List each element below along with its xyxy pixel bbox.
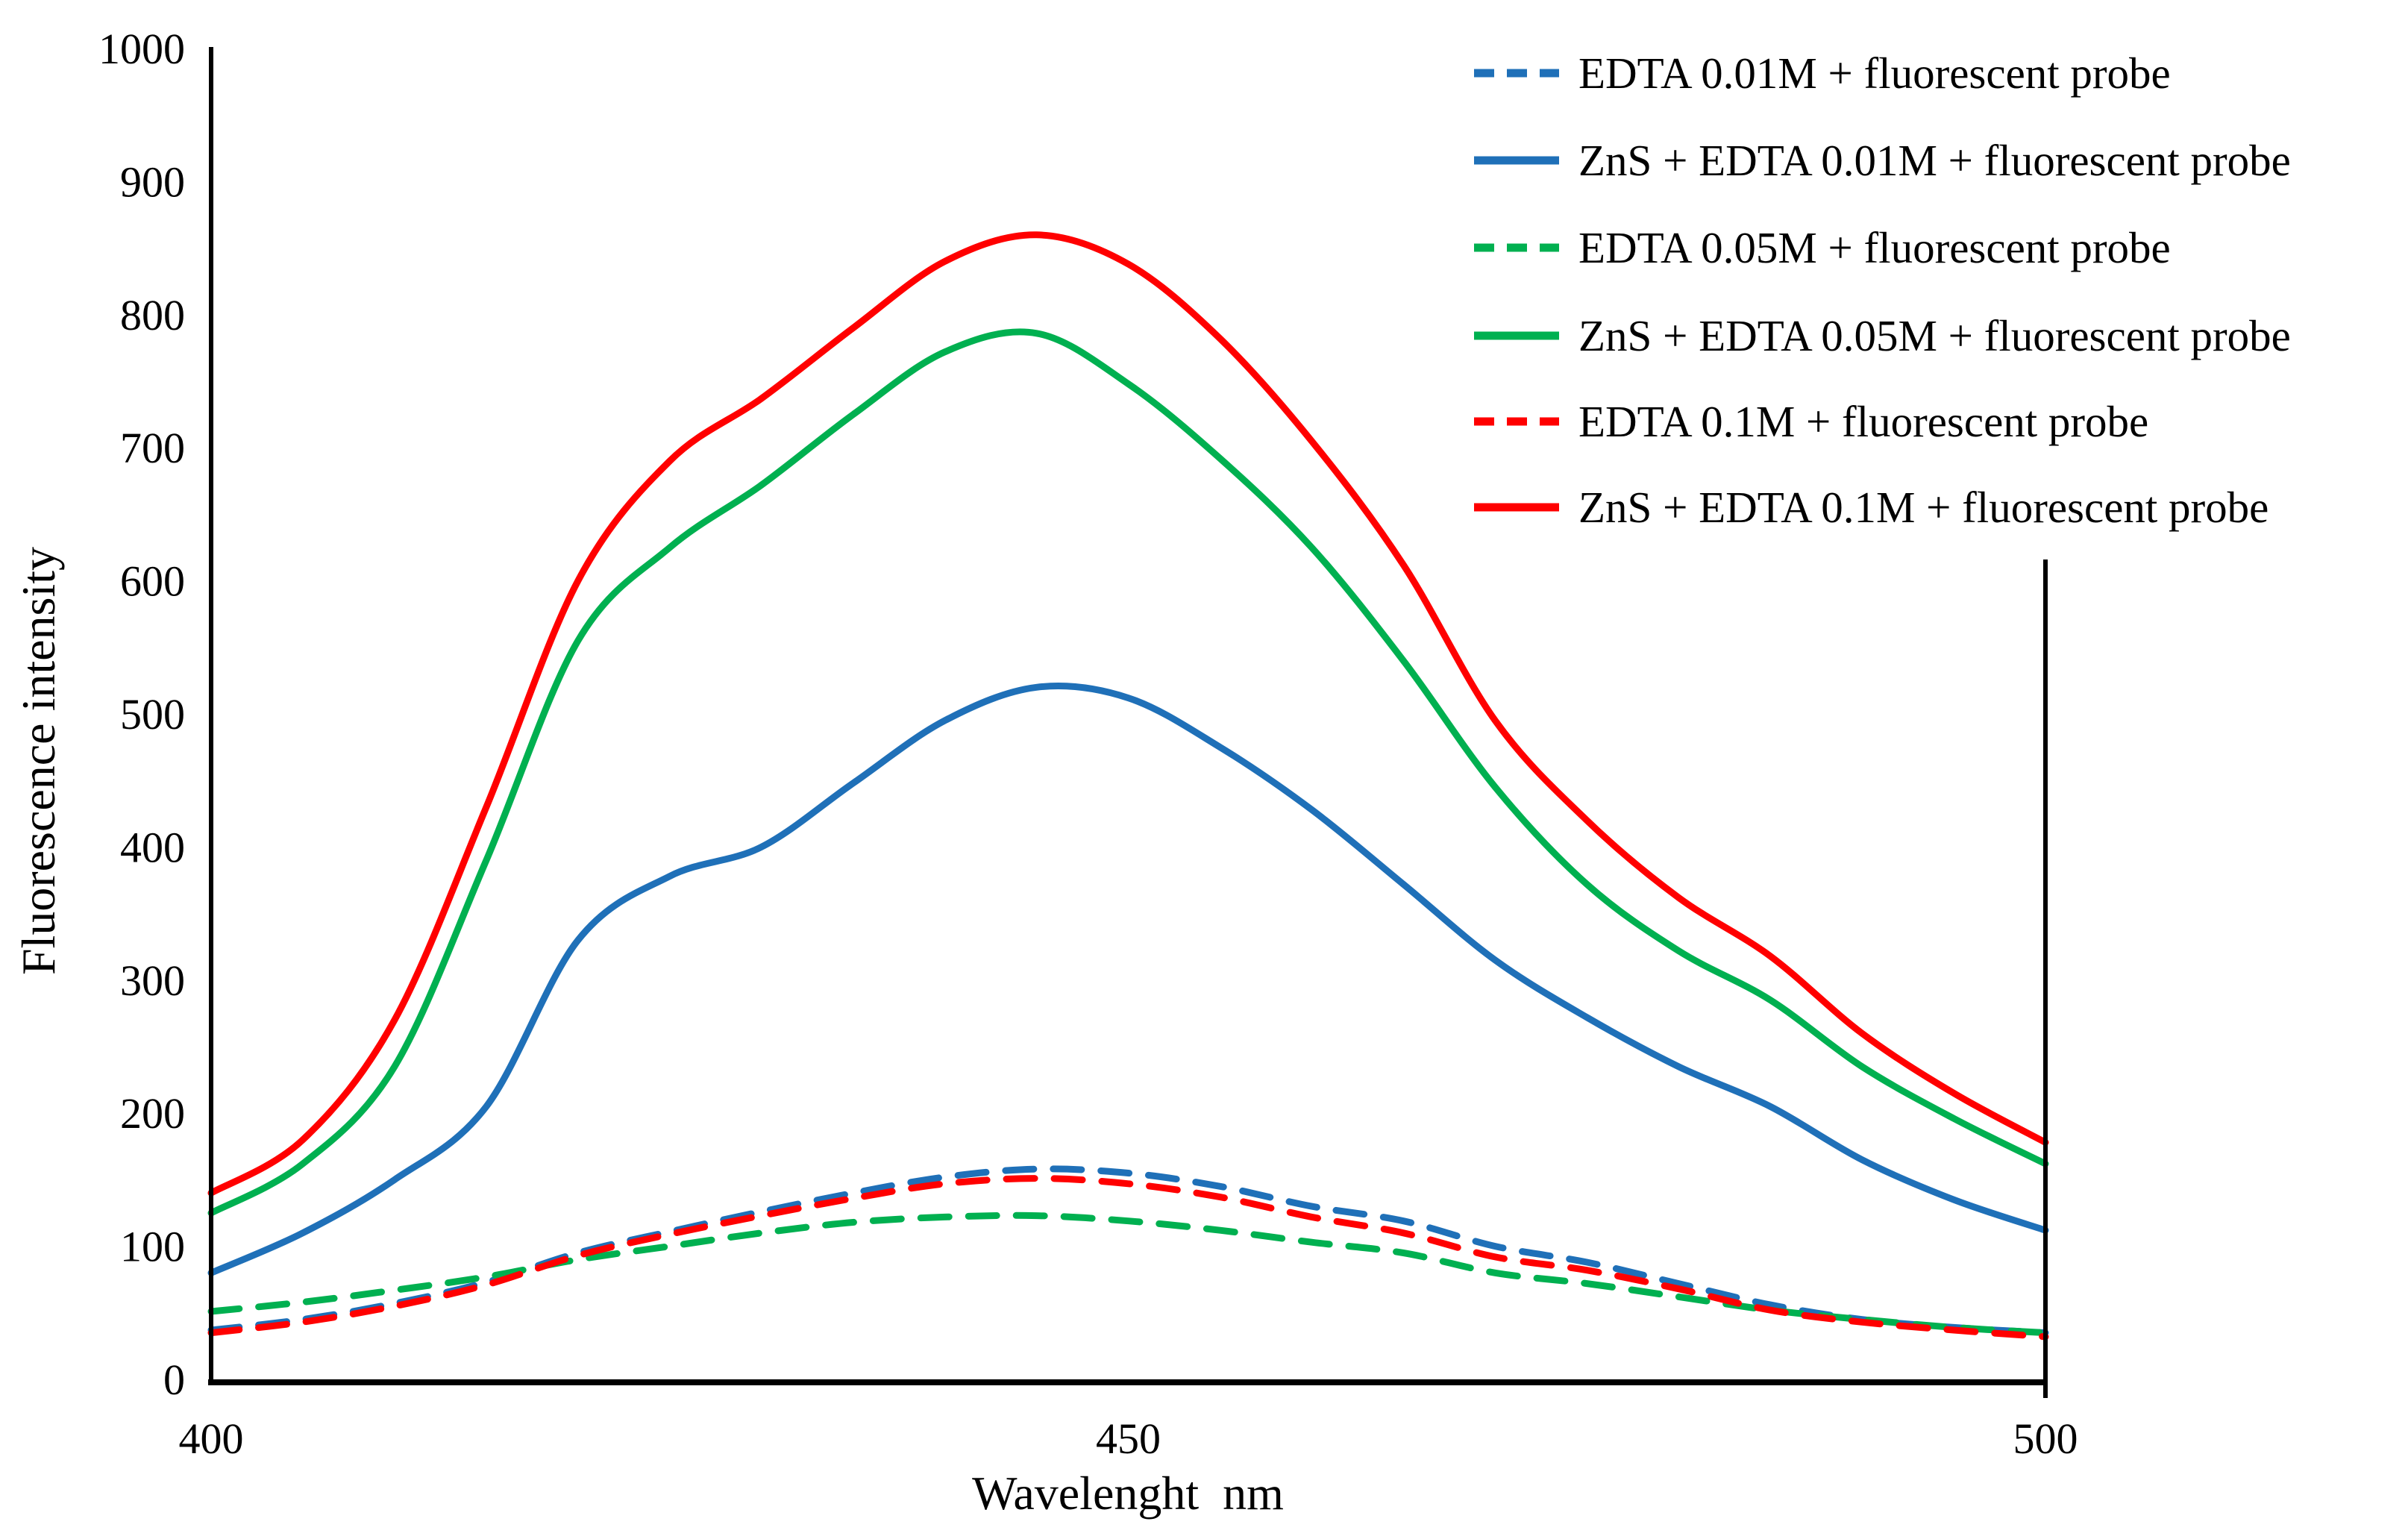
legend-label: ZnS + EDTA 0.01M + fluorescent probe (1578, 135, 2291, 185)
legend-item-1: ZnS + EDTA 0.01M + fluorescent probe (1449, 133, 2408, 188)
legend-label: EDTA 0.05M + fluorescent probe (1578, 222, 2171, 272)
x-tick-label-450: 450 (1096, 1414, 1161, 1463)
legend: EDTA 0.01M + fluorescent probe ZnS + EDTA… (1449, 28, 2408, 559)
plot-curves (207, 231, 2049, 1341)
y-tick-label-900: 900 (120, 157, 185, 206)
y-tick-label-1000: 1000 (98, 25, 185, 73)
y-tick-label-500: 500 (120, 690, 185, 739)
series-line-3 (207, 328, 2049, 1217)
y-tick-label-400: 400 (120, 823, 185, 871)
legend-sample-line (1474, 243, 1559, 252)
legend-item-4: EDTA 0.1M + fluorescent probe (1449, 394, 2408, 449)
series-line-1 (207, 683, 2049, 1276)
legend-label: EDTA 0.1M + fluorescent probe (1578, 396, 2149, 446)
y-axis-title: Fluorescence intensity (12, 546, 65, 976)
series-line-2 (207, 1211, 2049, 1337)
legend-sample-line (1474, 331, 1559, 340)
legend-label: ZnS + EDTA 0.1M + fluorescent probe (1578, 482, 2269, 532)
y-tick-label-700: 700 (120, 424, 185, 472)
y-tick-label-0: 0 (163, 1355, 185, 1404)
legend-sample-line (1474, 417, 1559, 426)
legend-sample-line (1474, 503, 1559, 512)
legend-label: ZnS + EDTA 0.05M + fluorescent probe (1578, 310, 2291, 360)
x-tick-label-400: 400 (179, 1414, 244, 1463)
x-axis-title: Wavelenght nm (972, 1467, 1284, 1520)
series-line-4 (207, 1175, 2049, 1341)
y-tick-label-200: 200 (120, 1089, 185, 1138)
legend-sample-line (1474, 69, 1559, 78)
legend-label: EDTA 0.01M + fluorescent probe (1578, 48, 2171, 98)
legend-sample-line (1474, 156, 1559, 165)
legend-item-5: ZnS + EDTA 0.1M + fluorescent probe (1449, 480, 2408, 535)
series-line-5 (207, 231, 2049, 1197)
y-tick-label-300: 300 (120, 956, 185, 1005)
y-tick-label-800: 800 (120, 291, 185, 339)
y-tick-label-600: 600 (120, 557, 185, 606)
legend-item-0: EDTA 0.01M + fluorescent probe (1449, 46, 2408, 101)
tick-labels: 0 100 200 300 400 500 600 700 800 900 1000 400 450 50… (98, 25, 2078, 1463)
legend-item-2: EDTA 0.05M + fluorescent probe (1449, 220, 2408, 275)
x-tick-label-500: 500 (2013, 1414, 2078, 1463)
y-tick-label-100: 100 (120, 1223, 185, 1271)
legend-item-3: ZnS + EDTA 0.05M + fluorescent probe (1449, 308, 2408, 363)
